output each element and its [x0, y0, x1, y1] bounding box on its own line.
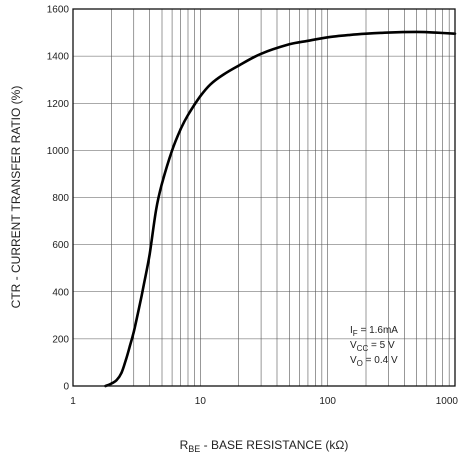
ctr-curve: [104, 30, 457, 388]
y-tick-label: 200: [52, 334, 69, 345]
annotation-vcc: VCC = 5 V: [350, 340, 395, 353]
y-tick-label: 600: [52, 240, 69, 251]
x-tick-labels: 1 10 100 1000: [70, 396, 458, 407]
x-tick-label: 10: [195, 396, 207, 407]
x-axis-title-rest: - BASE RESISTANCE (kΩ): [200, 438, 348, 452]
grid-layer: [73, 9, 455, 386]
y-tick-labels: 0 200 400 600 800 1000 1200 1400 1600: [47, 5, 70, 393]
plot-frame: [72, 8, 456, 387]
y-tick-label: 0: [63, 382, 69, 393]
x-axis-title-subscript: BE: [188, 444, 200, 454]
x-tick-label: 100: [319, 396, 336, 407]
curve-layer: [104, 30, 457, 388]
y-tick-label: 1000: [47, 146, 70, 157]
x-axis-title-prefix: R: [180, 438, 189, 452]
y-tick-label: 400: [52, 287, 69, 298]
y-tick-label: 1600: [47, 5, 70, 16]
x-tick-label: 1: [70, 396, 76, 407]
y-axis-title: CTR - CURRENT TRANSFER RATIO (%): [9, 86, 23, 309]
x-tick-label: 1000: [436, 396, 459, 407]
annotation-vo: VO = 0.4 V: [350, 355, 398, 368]
y-tick-label: 1400: [47, 52, 70, 63]
x-axis-title: RBE - BASE RESISTANCE (kΩ): [180, 438, 349, 454]
y-tick-label: 800: [52, 193, 69, 204]
conditions-annotation: IF = 1.6mA VCC = 5 V VO = 0.4 V: [350, 325, 398, 368]
y-tick-label: 1200: [47, 99, 70, 110]
annotation-if: IF = 1.6mA: [350, 325, 398, 338]
